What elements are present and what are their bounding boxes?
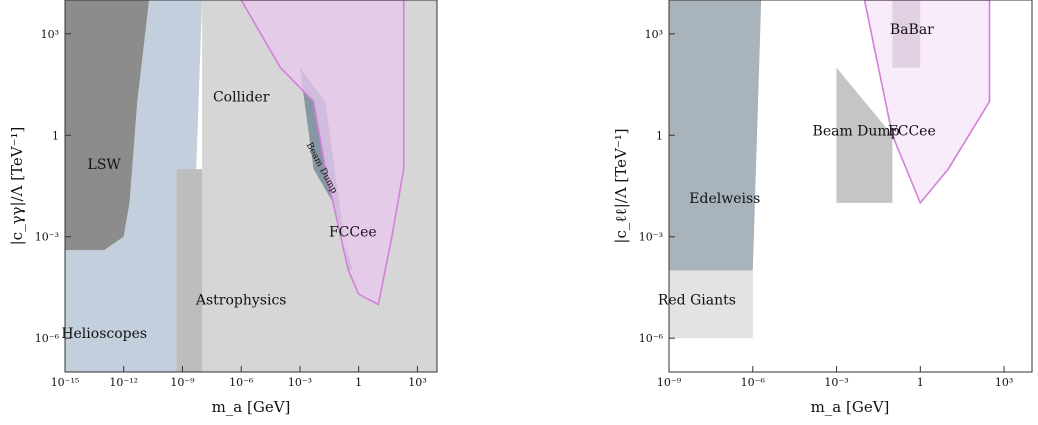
ylabel-right: |c_ℓℓ|/Λ [TeV⁻¹] <box>612 128 630 243</box>
plot-frame-left <box>64 0 438 373</box>
y-tick-label: 10³ <box>41 28 59 41</box>
y-tick-label: 10⁻³ <box>639 231 663 244</box>
x-tick-label: 10⁻⁶ <box>741 376 766 389</box>
region-edelweiss <box>669 0 762 271</box>
xlabel-right: m_a [GeV] <box>811 398 890 416</box>
xlabel-left: m_a [GeV] <box>212 398 291 416</box>
x-tick-label: 10³ <box>995 376 1013 389</box>
axes-right: 10⁻⁹ 10⁻⁶ 10⁻³ 1 10³ 10⁻⁶ 10⁻³ 1 10³ <box>639 0 1033 389</box>
region-fccee <box>240 0 405 306</box>
region-fccee <box>863 0 991 205</box>
regions-right <box>669 0 991 339</box>
y-tick-label: 10⁻⁶ <box>35 332 60 345</box>
x-tick-label: 10⁻⁶ <box>229 376 254 389</box>
x-tick-label: 1 <box>355 376 362 389</box>
axes-left: 10⁻¹⁵ 10⁻¹² 10⁻⁹ 10⁻⁶ 10⁻³ 1 10³ 10⁻⁶ 10⁻³ 1 10³ <box>35 0 438 389</box>
label-helioscopes: Helioscopes <box>61 326 147 342</box>
label-edelweiss: Edelweiss <box>689 191 760 207</box>
y-tick-label: 10⁻³ <box>35 231 59 244</box>
label-babar: BaBar <box>890 22 934 38</box>
label-astrophysics: Astrophysics <box>195 292 287 308</box>
x-tick-label: 10⁻³ <box>288 376 312 389</box>
x-tick-label: 10³ <box>408 376 426 389</box>
region-helioscopes <box>65 0 203 372</box>
x-tick-label: 10⁻⁹ <box>657 376 682 389</box>
label-collider: Collider <box>213 90 270 106</box>
label-red-giants: Red Giants <box>658 292 736 308</box>
y-tick-label: 1 <box>52 129 59 142</box>
ylabel-left: |c_γγ|/Λ [TeV⁻¹] <box>8 127 26 246</box>
label-fccee: FCCee <box>888 123 936 139</box>
plot-frame-right <box>668 0 1033 373</box>
y-tick-label: 10³ <box>645 28 663 41</box>
label-beam-dump: Beam Dump <box>813 123 900 139</box>
x-tick-label: 10⁻¹² <box>109 376 138 389</box>
region-beam-dump <box>836 67 893 203</box>
x-tick-label: 10⁻³ <box>824 376 848 389</box>
y-tick-label: 10⁻⁶ <box>639 332 664 345</box>
regions-left <box>65 0 437 372</box>
region-lsw <box>65 0 150 251</box>
label-fccee: FCCee <box>329 225 377 241</box>
region-red-giants <box>669 270 753 339</box>
y-tick-label: 1 <box>656 129 663 142</box>
x-tick-label: 10⁻⁹ <box>170 376 195 389</box>
label-lsw: LSW <box>88 157 122 173</box>
x-tick-label: 1 <box>917 376 924 389</box>
x-tick-label: 10⁻¹⁵ <box>51 376 80 389</box>
